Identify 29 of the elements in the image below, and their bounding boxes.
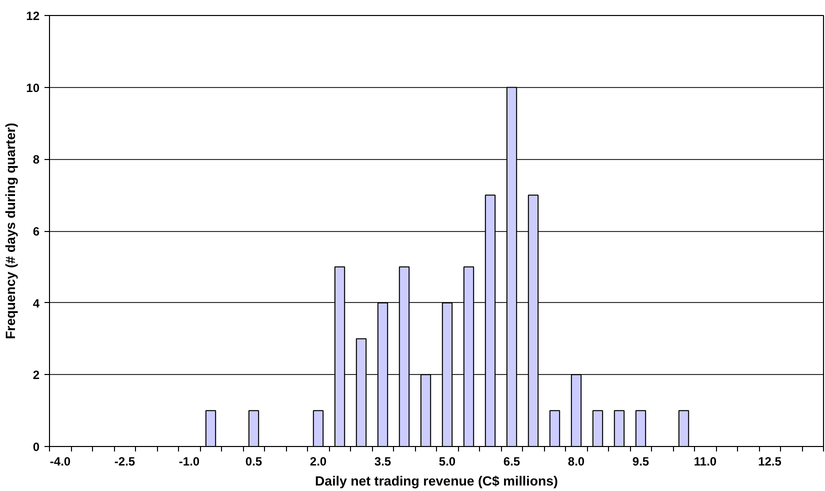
bar	[635, 410, 646, 446]
x-tick-label: 9.5	[632, 454, 650, 468]
x-tick-label: 6.5	[503, 454, 520, 468]
x-tick-label: -1.0	[178, 454, 200, 468]
y-tick-label: 12	[26, 9, 40, 23]
bar	[205, 410, 216, 446]
y-tick-label: 2	[32, 368, 40, 382]
x-tick-label: -2.5	[114, 454, 136, 468]
x-tick-label: 11.0	[694, 454, 717, 468]
bar	[614, 410, 625, 446]
x-tick-label: 8.0	[568, 454, 585, 468]
x-tick-label: 12.5	[758, 454, 782, 468]
y-tick-label: 0	[32, 440, 40, 454]
y-axis-title: Frequency (# days during quarter)	[3, 122, 18, 340]
x-tick-label: 0.5	[245, 454, 262, 468]
x-axis-title: Daily net trading revenue (C$ millions)	[315, 474, 558, 488]
y-tick-label: 8	[32, 152, 40, 167]
bar	[312, 410, 324, 446]
x-tick-label: 2.0	[310, 454, 327, 468]
x-tick-label: 3.5	[374, 454, 392, 468]
y-tick-label: 4	[32, 296, 40, 310]
y-tick-label: 6	[32, 224, 40, 238]
x-tick-label: -4.0	[50, 454, 71, 468]
x-tick-label: 5.0	[438, 454, 456, 468]
bar	[678, 410, 690, 446]
y-tick-label: 10	[26, 80, 40, 95]
bar	[248, 410, 260, 446]
bar	[592, 410, 604, 446]
bar	[549, 410, 560, 446]
